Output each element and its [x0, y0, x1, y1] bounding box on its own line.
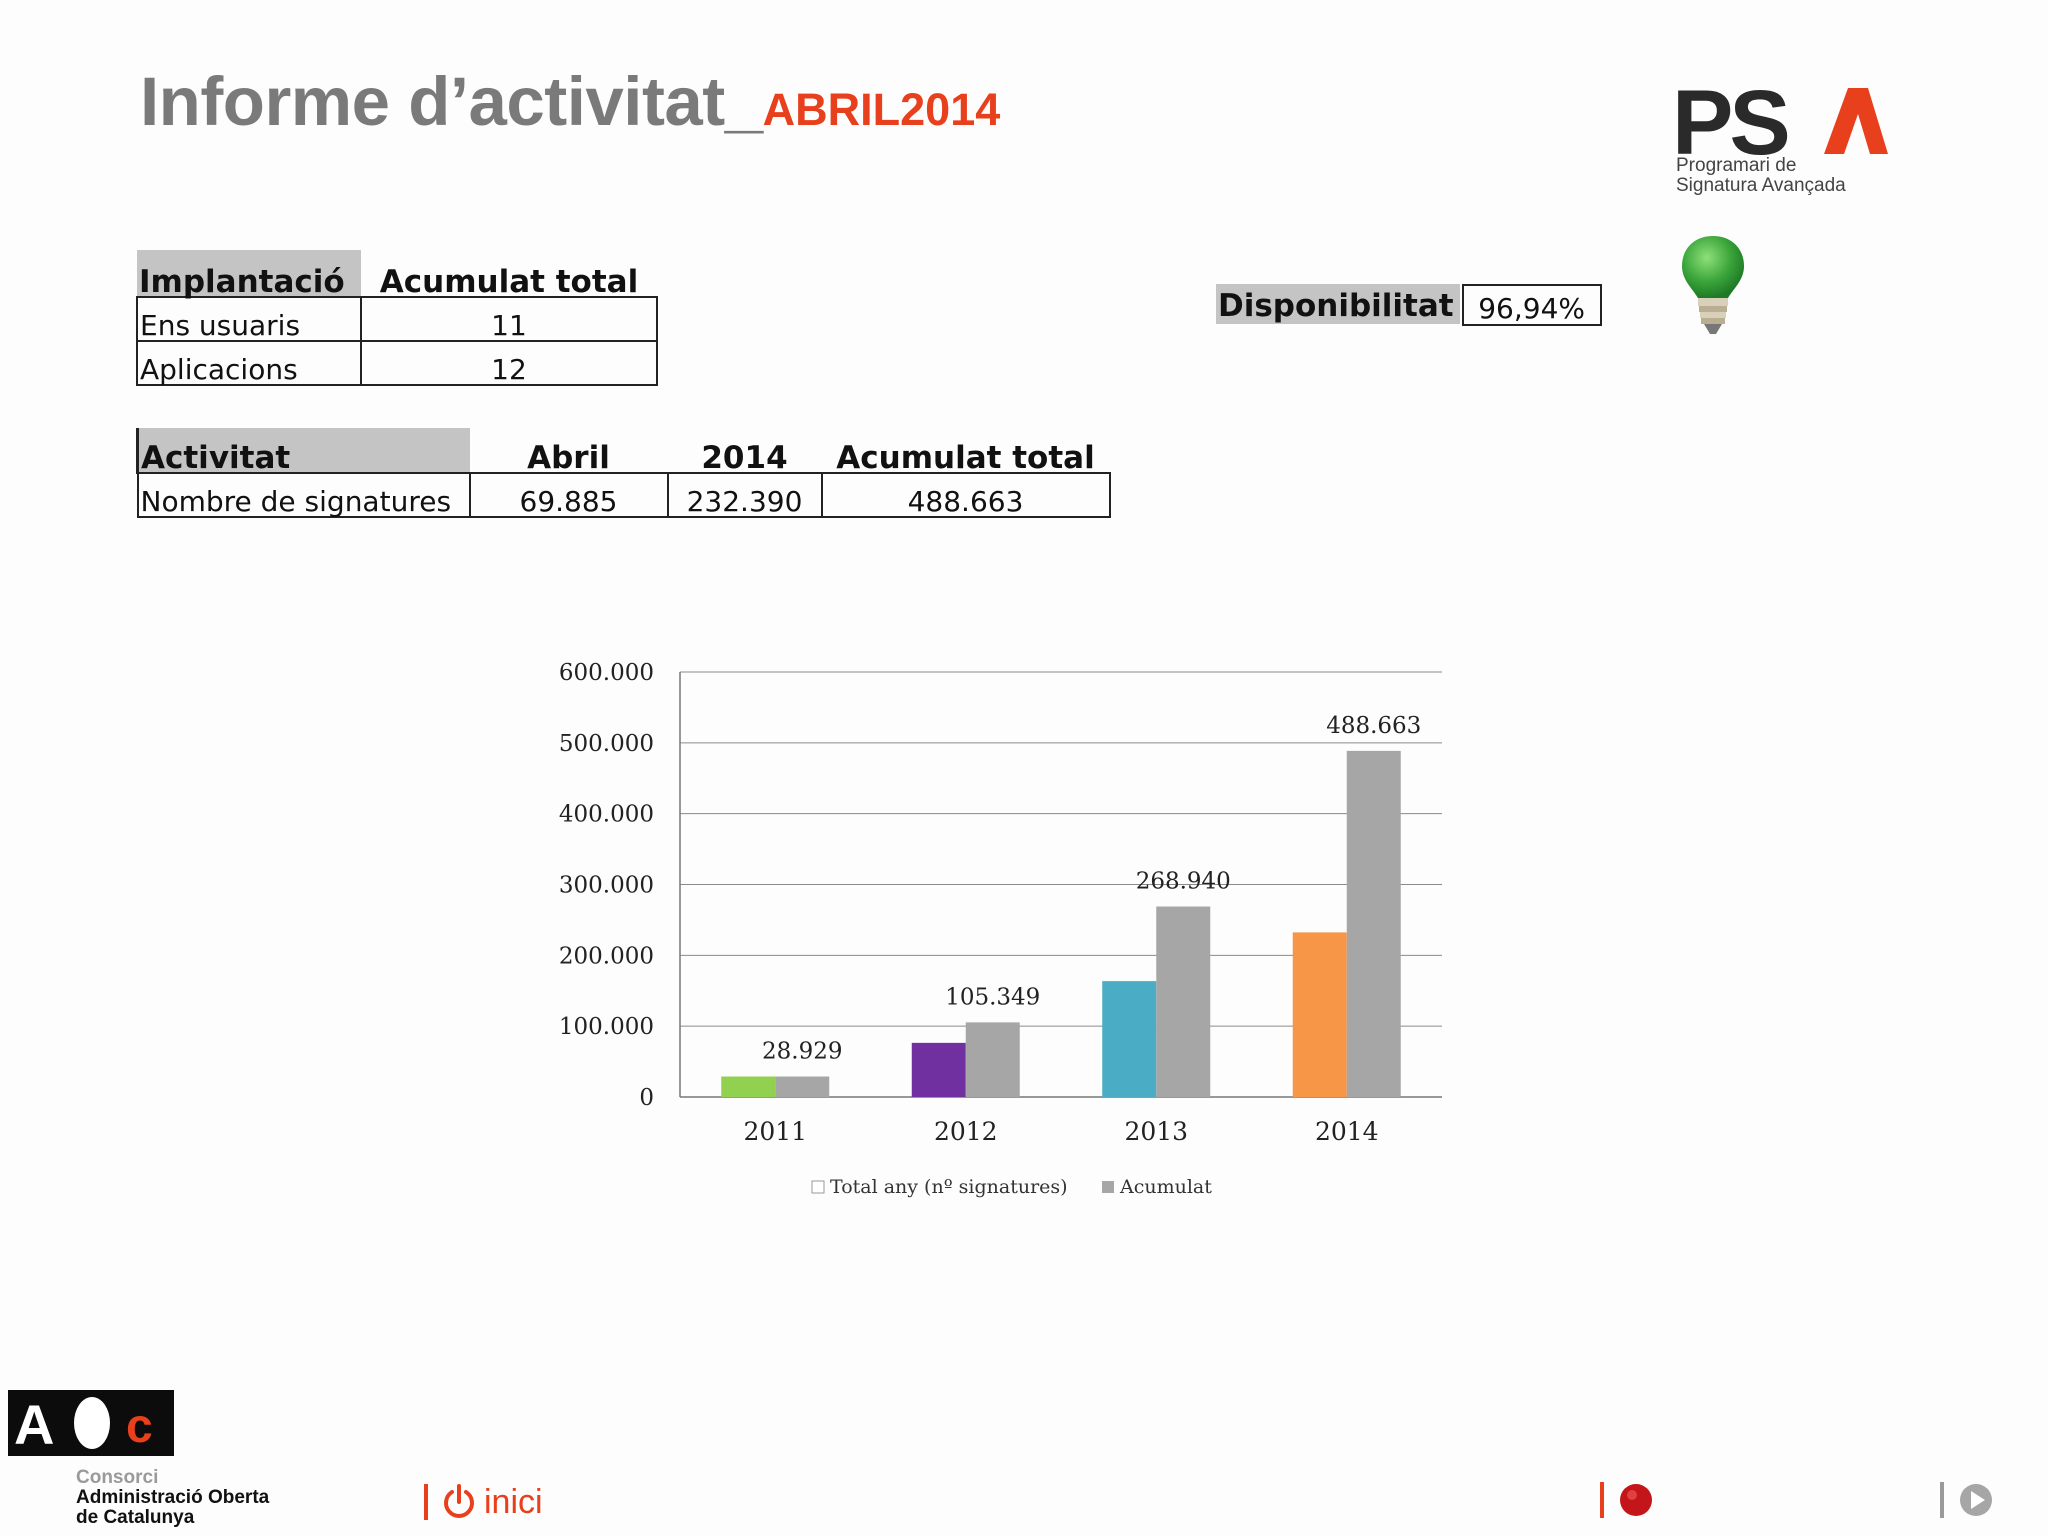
- y-tick-label: 400.000: [559, 802, 654, 828]
- data-label: 105.349: [945, 984, 1040, 1010]
- play-icon: [1960, 1484, 1992, 1516]
- year-value: 232.390: [666, 472, 823, 518]
- y-tick-label: 300.000: [559, 873, 654, 899]
- table-row: Aplicacions 12: [136, 340, 658, 386]
- bar-total-any: [911, 1042, 966, 1097]
- title-month: ABRIL2014: [762, 84, 1001, 135]
- psa-logo-caption: Programari de Signatura Avançada: [1676, 155, 1846, 196]
- activitat-table: Activitat Abril 2014 Acumulat total Nomb…: [136, 428, 1111, 518]
- table-header-row: Implantació Acumulat total: [137, 250, 657, 300]
- disponibilitat-label: Disponibilitat: [1216, 284, 1460, 324]
- table-row: Nombre de signatures 69.885 232.390 488.…: [136, 472, 1111, 518]
- next-button[interactable]: [1940, 1482, 1994, 1518]
- abril-value: 69.885: [468, 472, 669, 518]
- bar-acumulat: [775, 1076, 830, 1097]
- row-value: 11: [360, 296, 658, 342]
- svg-text:PS: PS: [1672, 84, 1787, 160]
- abril-header: Abril: [527, 440, 610, 476]
- data-label: 488.663: [1326, 713, 1421, 739]
- inici-label: inici: [484, 1482, 543, 1521]
- psa-logo-mark: PS: [1672, 84, 1888, 160]
- power-icon: [444, 1484, 474, 1518]
- table-row: Ens usuaris 11: [136, 296, 658, 342]
- bar-total-any: [1102, 981, 1157, 1097]
- svg-text:c: c: [126, 1400, 153, 1453]
- row-label: Aplicacions: [136, 340, 362, 386]
- row-value: 12: [360, 340, 658, 386]
- record-icon: [1620, 1484, 1652, 1516]
- legend-swatch-acumulat: [1102, 1181, 1114, 1193]
- row-label: Nombre de signatures: [136, 472, 471, 518]
- acumulat-header: Acumulat total: [836, 440, 1095, 476]
- disponibilitat-value: 96,94%: [1461, 284, 1602, 326]
- x-tick-label: 2011: [743, 1117, 807, 1146]
- row-label: Ens usuaris: [136, 296, 362, 342]
- bar-total-any: [721, 1076, 776, 1097]
- activitat-header: Activitat: [136, 428, 470, 474]
- separator: [1600, 1482, 1604, 1518]
- year-header: 2014: [701, 440, 788, 476]
- bar-acumulat: [965, 1022, 1020, 1097]
- data-label: 268.940: [1136, 869, 1231, 895]
- green-lightbulb-icon: [1682, 236, 1744, 334]
- y-tick-label: 500.000: [559, 731, 654, 757]
- title-main: Informe d’activitat_: [140, 63, 763, 140]
- disponibilitat: Disponibilitat 96,94%: [1216, 284, 1602, 326]
- aoc-logo: A c: [8, 1390, 174, 1456]
- separator: [424, 1484, 428, 1520]
- inici-button[interactable]: inici: [424, 1480, 543, 1524]
- x-tick-label: 2013: [1124, 1117, 1188, 1146]
- bar-acumulat: [1346, 750, 1401, 1097]
- signatures-bar-chart: 0 100.000 200.000 300.000 400.000 500.000 600.…: [559, 660, 1442, 1198]
- legend-label-total-any: Total any (nº signatures): [830, 1176, 1068, 1198]
- x-tick-label: 2012: [934, 1117, 998, 1146]
- record-button[interactable]: [1600, 1482, 1654, 1518]
- aoc-org-name: Consorci Administració Oberta de Catalun…: [76, 1467, 270, 1528]
- y-tick-label: 100.000: [559, 1014, 654, 1040]
- x-tick-label: 2014: [1315, 1117, 1379, 1146]
- psa-logo: PS Programari de Signatura Avançada: [1672, 80, 1892, 200]
- y-tick-label: 0: [639, 1085, 654, 1111]
- page-title: Informe d’activitat_ABRIL2014: [140, 62, 1000, 141]
- svg-text:A: A: [14, 1393, 54, 1456]
- total-value: 488.663: [820, 472, 1111, 518]
- table-header-row: Activitat Abril 2014 Acumulat total: [136, 428, 1110, 476]
- implantacio-table: Implantació Acumulat total Ens usuaris 1…: [136, 250, 658, 386]
- data-label: 28.929: [762, 1039, 842, 1065]
- y-tick-label: 200.000: [559, 943, 654, 969]
- legend-swatch-total-any: [811, 1180, 825, 1194]
- bar-acumulat: [1156, 906, 1211, 1097]
- acumulat-header: Acumulat total: [379, 264, 639, 300]
- legend-label-acumulat: Acumulat: [1119, 1176, 1212, 1198]
- y-tick-label: 600.000: [559, 660, 654, 686]
- implantacio-header: Implantació: [137, 250, 361, 298]
- separator: [1940, 1482, 1944, 1518]
- bar-total-any: [1292, 932, 1347, 1097]
